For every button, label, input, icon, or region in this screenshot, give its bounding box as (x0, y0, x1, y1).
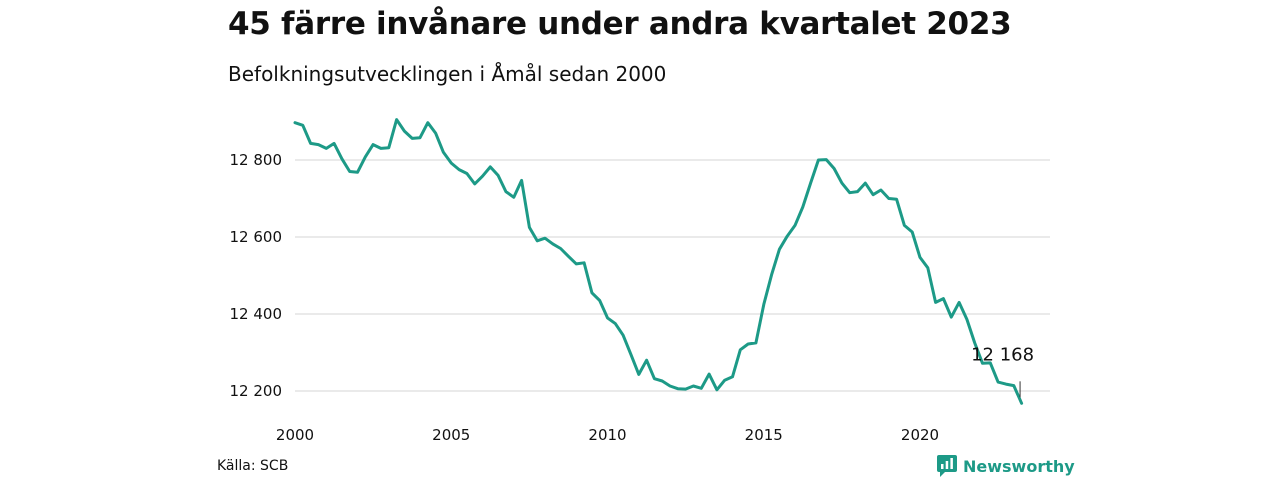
y-tick-label: 12 400 (230, 305, 283, 323)
chart-subtitle: Befolkningsutvecklingen i Åmål sedan 200… (228, 62, 667, 86)
brand-name: Newsworthy (963, 456, 1075, 476)
y-tick-label: 12 600 (230, 228, 283, 246)
x-axis-ticks: 2000 2005 2010 2015 2020 (276, 426, 939, 444)
y-tick-label: 12 800 (230, 151, 283, 169)
end-value-label: 12 168 (971, 344, 1034, 365)
x-tick-label: 2010 (588, 426, 626, 444)
brand-logo[interactable]: Newsworthy (937, 455, 1075, 477)
gridlines (295, 159, 1050, 392)
x-tick-label: 2005 (432, 426, 470, 444)
y-tick-label: 12 200 (230, 382, 283, 400)
x-tick-label: 2000 (276, 426, 314, 444)
population-line (293, 118, 1024, 405)
y-axis-ticks: 12 200 12 400 12 600 12 800 (230, 151, 283, 400)
x-tick-label: 2015 (745, 426, 783, 444)
chart-title: 45 färre invånare under andra kvartalet … (228, 6, 1012, 42)
source-note: Källa: SCB (217, 458, 289, 474)
newsworthy-logo-icon (937, 455, 957, 477)
x-tick-label: 2020 (901, 426, 939, 444)
